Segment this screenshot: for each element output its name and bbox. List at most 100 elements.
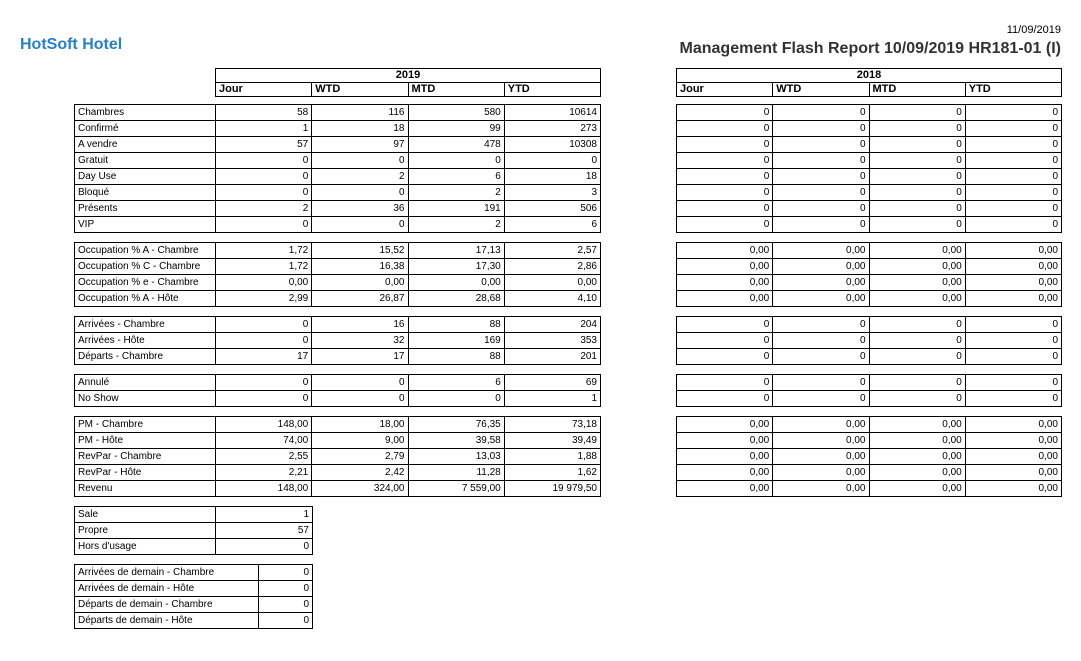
value-cell: 18,00 bbox=[311, 416, 409, 433]
value-cell: 2,86 bbox=[503, 258, 601, 275]
value-cell: 4,10 bbox=[503, 290, 601, 307]
column-header: Jour bbox=[676, 82, 774, 97]
value-cell: 0,00 bbox=[407, 274, 505, 291]
value-cell: 58 bbox=[215, 104, 313, 121]
value-cell: 191 bbox=[407, 200, 505, 217]
value-cell: 0 bbox=[772, 390, 870, 407]
value-cell: 17 bbox=[215, 348, 313, 365]
value-cell: 0,00 bbox=[868, 416, 966, 433]
row-label: VIP bbox=[74, 216, 216, 233]
row-label: Chambres bbox=[74, 104, 216, 121]
value-cell: 0 bbox=[868, 390, 966, 407]
value-cell: 0 bbox=[215, 332, 313, 349]
value-cell: 10308 bbox=[503, 136, 601, 153]
column-header: WTD bbox=[311, 82, 409, 97]
value-cell: 2,57 bbox=[503, 242, 601, 259]
value-cell: 0,00 bbox=[868, 290, 966, 307]
value-cell: 0,00 bbox=[772, 432, 870, 449]
value-cell: 18 bbox=[311, 120, 409, 137]
value-cell: 9,00 bbox=[311, 432, 409, 449]
value-cell: 16,38 bbox=[311, 258, 409, 275]
value-cell: 16 bbox=[311, 316, 409, 333]
value-cell: 0 bbox=[772, 216, 870, 233]
tomorrow-value: 0 bbox=[258, 612, 313, 629]
value-cell: 0 bbox=[964, 200, 1062, 217]
value-cell: 0,00 bbox=[676, 416, 774, 433]
value-cell: 0 bbox=[772, 136, 870, 153]
value-cell: 0 bbox=[311, 216, 409, 233]
row-label: Présents bbox=[74, 200, 216, 217]
status-value: 57 bbox=[215, 522, 313, 539]
value-cell: 0 bbox=[868, 374, 966, 391]
value-cell: 0 bbox=[676, 136, 774, 153]
value-cell: 0 bbox=[868, 104, 966, 121]
value-cell: 0 bbox=[964, 374, 1062, 391]
value-cell: 0,00 bbox=[311, 274, 409, 291]
value-cell: 273 bbox=[503, 120, 601, 137]
row-label: Occupation % e - Chambre bbox=[74, 274, 216, 291]
value-cell: 1,62 bbox=[503, 464, 601, 481]
value-cell: 0,00 bbox=[868, 274, 966, 291]
value-cell: 580 bbox=[407, 104, 505, 121]
value-cell: 0,00 bbox=[676, 290, 774, 307]
value-cell: 0 bbox=[964, 390, 1062, 407]
value-cell: 97 bbox=[311, 136, 409, 153]
value-cell: 69 bbox=[503, 374, 601, 391]
value-cell: 0,00 bbox=[964, 432, 1062, 449]
value-cell: 0 bbox=[772, 104, 870, 121]
report-title: Management Flash Report 10/09/2019 HR181… bbox=[679, 40, 1061, 57]
value-cell: 0,00 bbox=[868, 480, 966, 497]
value-cell: 0 bbox=[868, 152, 966, 169]
tomorrow-value: 0 bbox=[258, 564, 313, 581]
value-cell: 0 bbox=[676, 184, 774, 201]
value-cell: 76,35 bbox=[407, 416, 505, 433]
value-cell: 0 bbox=[676, 332, 774, 349]
status-label: Propre bbox=[74, 522, 216, 539]
value-cell: 0 bbox=[311, 152, 409, 169]
value-cell: 0 bbox=[772, 200, 870, 217]
value-cell: 0,00 bbox=[964, 242, 1062, 259]
value-cell: 0,00 bbox=[964, 258, 1062, 275]
value-cell: 0 bbox=[964, 332, 1062, 349]
value-cell: 0 bbox=[964, 168, 1062, 185]
value-cell: 0 bbox=[868, 200, 966, 217]
value-cell: 201 bbox=[503, 348, 601, 365]
value-cell: 0 bbox=[215, 316, 313, 333]
value-cell: 0 bbox=[215, 152, 313, 169]
hotel-name: HotSoft Hotel bbox=[20, 36, 123, 53]
row-label: PM - Hôte bbox=[74, 432, 216, 449]
value-cell: 0,00 bbox=[772, 242, 870, 259]
value-cell: 15,52 bbox=[311, 242, 409, 259]
value-cell: 0,00 bbox=[772, 464, 870, 481]
value-cell: 0 bbox=[868, 332, 966, 349]
value-cell: 0 bbox=[964, 120, 1062, 137]
status-value: 1 bbox=[215, 506, 313, 523]
value-cell: 0 bbox=[964, 348, 1062, 365]
value-cell: 2,79 bbox=[311, 448, 409, 465]
value-cell: 0 bbox=[964, 104, 1062, 121]
value-cell: 0 bbox=[868, 316, 966, 333]
value-cell: 1,72 bbox=[215, 242, 313, 259]
value-cell: 0 bbox=[676, 316, 774, 333]
value-cell: 88 bbox=[407, 348, 505, 365]
row-label: No Show bbox=[74, 390, 216, 407]
value-cell: 0 bbox=[772, 168, 870, 185]
value-cell: 1 bbox=[503, 390, 601, 407]
value-cell: 0,00 bbox=[772, 258, 870, 275]
value-cell: 0,00 bbox=[964, 464, 1062, 481]
value-cell: 99 bbox=[407, 120, 505, 137]
value-cell: 0 bbox=[772, 316, 870, 333]
value-cell: 0 bbox=[868, 120, 966, 137]
value-cell: 0 bbox=[676, 152, 774, 169]
value-cell: 2,55 bbox=[215, 448, 313, 465]
value-cell: 0 bbox=[964, 316, 1062, 333]
column-header: WTD bbox=[772, 82, 870, 97]
value-cell: 0,00 bbox=[503, 274, 601, 291]
row-label: A vendre bbox=[74, 136, 216, 153]
value-cell: 0 bbox=[215, 390, 313, 407]
value-cell: 74,00 bbox=[215, 432, 313, 449]
value-cell: 0 bbox=[311, 390, 409, 407]
value-cell: 3 bbox=[503, 184, 601, 201]
column-header: YTD bbox=[964, 82, 1062, 97]
value-cell: 0,00 bbox=[676, 242, 774, 259]
